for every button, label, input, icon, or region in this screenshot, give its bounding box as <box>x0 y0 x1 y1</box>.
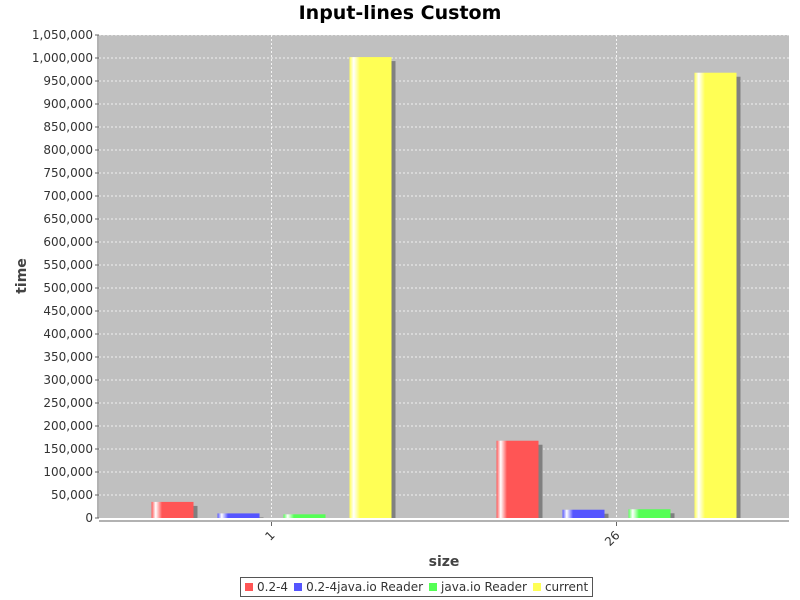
y-tick-label: 800,000 <box>43 143 93 157</box>
y-tick-label: 450,000 <box>43 304 93 318</box>
legend-swatch <box>294 583 303 591</box>
y-tick-label: 1,050,000 <box>32 28 93 42</box>
y-tick-label: 400,000 <box>43 327 93 341</box>
y-axis-label: time <box>14 258 30 294</box>
legend-item: current <box>532 580 589 594</box>
y-tick-label: 50,000 <box>51 488 93 502</box>
y-tick-label: 750,000 <box>43 166 93 180</box>
y-tick-label: 350,000 <box>43 350 93 364</box>
x-tick-label: 1 <box>262 528 277 543</box>
y-tick-label: 900,000 <box>43 97 93 111</box>
bar <box>628 509 671 518</box>
legend: 0.2-4 0.2-4java.io Reader java.io Reader cu… <box>240 577 594 597</box>
bar <box>496 440 539 518</box>
y-tick-label: 650,000 <box>43 212 93 226</box>
y-tick-label: 250,000 <box>43 396 93 410</box>
bar <box>694 72 737 518</box>
legend-label: 0.2-4 <box>257 580 289 594</box>
bar <box>151 501 194 518</box>
y-tick-label: 1,000,000 <box>32 51 93 65</box>
y-tick-label: 100,000 <box>43 465 93 479</box>
y-tick-label: 0 <box>85 511 93 525</box>
legend-item: java.io Reader <box>429 580 527 594</box>
chart-title: Input-lines Custom <box>298 2 502 24</box>
y-tick-label: 600,000 <box>43 235 93 249</box>
y-tick-label: 850,000 <box>43 120 93 134</box>
legend-label: 0.2-4java.io Reader <box>306 580 424 594</box>
grid-lines <box>99 34 789 518</box>
y-tick-label: 200,000 <box>43 419 93 433</box>
legend-item: 0.2-4 <box>245 580 288 594</box>
y-tick-label: 550,000 <box>43 258 93 272</box>
bar <box>562 509 605 518</box>
plot-area <box>99 35 789 518</box>
legend-item: 0.2-4java.io Reader <box>294 580 423 594</box>
x-axis-label: size <box>429 554 460 570</box>
y-tick-label: 950,000 <box>43 74 93 88</box>
bar <box>283 514 326 518</box>
bars <box>151 57 741 519</box>
y-tick-label: 300,000 <box>43 373 93 387</box>
y-tick-label: 700,000 <box>43 189 93 203</box>
legend-swatch <box>429 583 438 591</box>
legend-label: java.io Reader <box>441 580 527 594</box>
axes: 0 50,000 100,000 150,000 200,000 250,000 300,0… <box>32 28 789 549</box>
y-tick-label: 150,000 <box>43 442 93 456</box>
legend-label: current <box>544 580 589 594</box>
x-tick-label: 26 <box>602 528 623 549</box>
legend-swatch <box>245 583 253 591</box>
bar <box>217 513 260 518</box>
bar <box>349 57 392 519</box>
legend-swatch <box>532 583 541 591</box>
y-tick-label: 500,000 <box>43 281 93 295</box>
